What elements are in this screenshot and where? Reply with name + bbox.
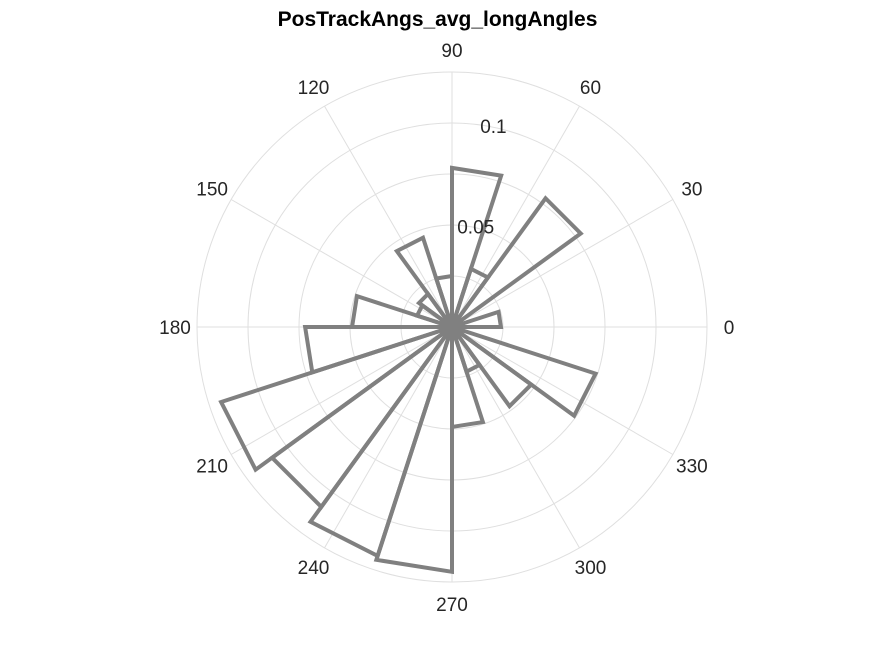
histogram-bin bbox=[451, 325, 463, 333]
grid-spoke bbox=[451, 326, 580, 549]
histogram-bin bbox=[450, 195, 584, 329]
grid-spoke bbox=[451, 326, 674, 455]
theta-tick-label: 30 bbox=[681, 180, 702, 201]
grid-spoke bbox=[451, 105, 580, 328]
theta-tick-label: 300 bbox=[575, 558, 607, 579]
theta-tick-label: 210 bbox=[196, 457, 228, 478]
chart-title: PosTrackAngs_avg_longAngles bbox=[277, 8, 598, 31]
theta-tick-label: 270 bbox=[436, 595, 468, 616]
grid-spoke bbox=[324, 326, 453, 549]
histogram-bin bbox=[450, 326, 486, 430]
histogram-bin bbox=[393, 234, 454, 329]
grid-spoke bbox=[230, 326, 453, 455]
theta-tick-label: 240 bbox=[298, 558, 330, 579]
histogram-bin bbox=[451, 309, 504, 329]
histogram-bin bbox=[450, 325, 599, 419]
bins-layer bbox=[218, 165, 599, 575]
grid-spoke bbox=[230, 199, 453, 328]
histogram-bin bbox=[373, 326, 454, 575]
theta-tick-label: 180 bbox=[159, 318, 191, 339]
r-tick-label: 0.05 bbox=[457, 218, 494, 239]
theta-tick-label: 120 bbox=[298, 78, 330, 99]
labels-layer: 0 30 60 90 120 150 180 210 240 270 300 330 0.05 0.1 bbox=[159, 41, 734, 616]
grid-spoke bbox=[324, 105, 453, 328]
theta-tick-label: 150 bbox=[196, 180, 228, 201]
r-tick-label: 0.1 bbox=[480, 117, 506, 138]
theta-tick-label: 60 bbox=[580, 78, 601, 99]
theta-tick-label: 0 bbox=[724, 318, 735, 339]
theta-tick-label: 90 bbox=[441, 41, 462, 62]
theta-tick-label: 330 bbox=[676, 457, 708, 478]
histogram-bin bbox=[450, 165, 504, 328]
grid-spoke bbox=[451, 199, 674, 328]
